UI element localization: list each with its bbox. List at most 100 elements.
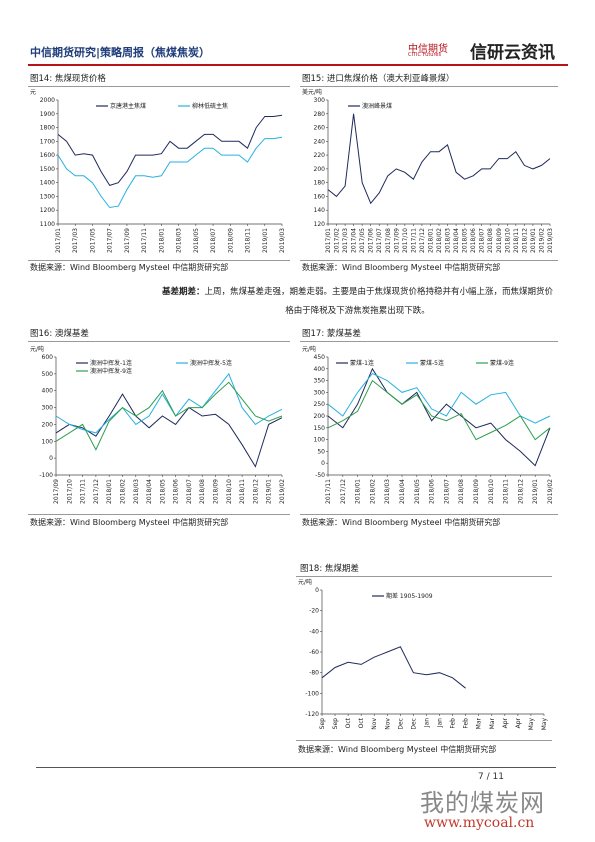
page-number: 7 / 11 [478,772,504,782]
x-tick-label: 2018/07 [443,479,450,504]
series-line [327,367,551,467]
x-tick-label: 2019/01 [262,228,269,253]
x-tick-label: 2018/01 [427,228,434,253]
x-tick-label: 2018/03 [445,228,452,253]
y-tick-label: 450 [314,354,326,361]
y-axis-label: 元/吨 [30,345,44,353]
source: 数据来源：Wind Bloomberg Mysteel 中信期货研究部 [30,263,229,272]
legend-label: 澳洲中挥发-9连 [90,367,132,375]
x-tick-label: 2017/10 [402,228,409,253]
y-tick-label: 250 [314,401,326,408]
x-tick-label: Oct [345,717,352,728]
x-tick-label: Feb [450,718,457,729]
x-tick-label: 2017/12 [340,479,347,504]
chart: 元/吨 -100 0 100 200 300 400 500 600 2017/09 2017/10… [30,345,286,504]
y-tick-label: 0 [49,455,53,462]
x-tick-label: Dec [397,718,404,730]
y-tick-label: 500 [42,371,54,378]
rule [300,514,558,515]
watermark-name: 我的煤炭网 [420,789,545,817]
x-tick-label: 2018/10 [504,228,511,253]
y-axis-label: 元/吨 [302,345,316,353]
figure-title: 图18: 焦煤期差 [300,564,359,574]
y-tick-label: 300 [314,389,326,396]
y-axis-label: 元/吨 [298,578,312,586]
x-tick-label: 2017/07 [376,228,383,253]
y-tick-label: 200 [42,421,54,428]
x-tick-label: 2018/07 [210,228,217,253]
y-tick-label: 260 [314,125,326,132]
x-tick-label: 2018/05 [159,479,166,504]
x-tick-label: Oct [358,717,365,728]
y-tick-label: 220 [314,152,326,159]
x-tick-label: 2018/04 [399,479,406,504]
x-tick-label: 2018/06 [470,228,477,253]
x-tick-label: 2018/06 [429,479,436,504]
x-tick-label: 2018/08 [199,479,206,504]
y-tick-label: 1700 [40,138,55,145]
source: 数据来源：Wind Bloomberg Mysteel 中信期货研究部 [298,745,497,754]
rule [300,341,558,342]
y-tick-label: 240 [314,138,326,145]
x-tick-label: 2018/04 [146,479,153,504]
x-tick-label: 2017/08 [385,228,392,253]
x-tick-label: Jan [423,718,430,728]
x-tick-label: 2018/02 [436,228,443,253]
source: 数据来源：Wind Bloomberg Mysteel 中信期货研究部 [30,518,229,527]
x-tick-label: 2018/07 [479,228,486,253]
y-tick-label: 1500 [40,166,55,173]
x-tick-label: 2018/03 [384,479,391,504]
y-tick-label: -60 [309,649,319,656]
x-tick-label: 2017/09 [53,479,60,504]
y-tick-label: 200 [314,413,326,420]
x-tick-label: 2017/12 [419,228,426,253]
x-tick-label: 2018/09 [227,228,234,253]
x-tick-label: 2017/06 [368,228,375,253]
x-tick-label: 2018/03 [176,228,183,253]
x-tick-label: 2017/11 [325,479,332,504]
x-tick-label: 2017/12 [93,479,100,504]
x-tick-label: Mar [476,717,483,729]
x-tick-label: 2017/04 [351,228,358,253]
y-tick-label: 1600 [40,152,55,159]
x-tick-label: 2018/01 [355,479,362,504]
series-line [55,393,283,468]
x-tick-label: 2018/09 [213,479,220,504]
logo: 中信期货 [408,44,448,55]
x-tick-label: 2018/11 [239,479,246,504]
x-tick-label: 2017/05 [89,228,96,253]
y-tick-label: 400 [42,388,54,395]
watermark-url: www.mycoal.cn [424,815,535,831]
y-axis-label: 元 [30,89,36,96]
figure-title: 图15: 进口焦煤价格（澳大利亚峰景煤） [302,74,455,84]
x-tick-label: 2019/01 [266,479,273,504]
chart: 元/吨 -120 -100 -80 -60 -40 -20 0 Sep Sep Oct Oct Nov N… [298,578,548,731]
legend-label: 澳洲峰景煤 [362,102,392,110]
rule [28,86,290,87]
y-tick-label: -40 [309,628,319,635]
x-tick-label: Mar [489,717,496,729]
x-tick-label: 2018/09 [473,479,480,504]
footer-rule [36,767,556,768]
y-tick-label: 150 [314,425,326,432]
y-tick-label: 400 [314,366,326,373]
x-tick-label: May [541,718,548,731]
x-tick-label: 2018/12 [252,479,259,504]
x-tick-label: 2018/07 [186,479,193,504]
x-tick-label: 2017/09 [124,228,131,253]
y-tick-label: 100 [42,438,54,445]
x-tick-label: 2018/02 [369,479,376,504]
x-tick-label: Nov [384,718,391,730]
x-tick-label: Apr [502,717,509,728]
x-tick-label: Apr [515,717,522,728]
x-tick-label: Nov [371,718,378,730]
y-tick-label: 180 [314,180,326,187]
y-tick-label: -50 [315,472,325,479]
x-tick-label: 2019/01 [532,479,539,504]
paragraph-body: 上周，焦煤基差走强，期差走弱。主要是由于焦煤现货价格持稳并有小幅上涨，而焦煤期货… [204,287,554,316]
legend-label: 澳洲中挥发-1连 [90,359,132,367]
figure-title: 图14: 焦煤现货价格 [30,74,106,84]
y-tick-label: -120 [305,711,319,718]
x-tick-label: 2018/09 [496,228,503,253]
x-tick-label: 2017/11 [80,479,87,504]
